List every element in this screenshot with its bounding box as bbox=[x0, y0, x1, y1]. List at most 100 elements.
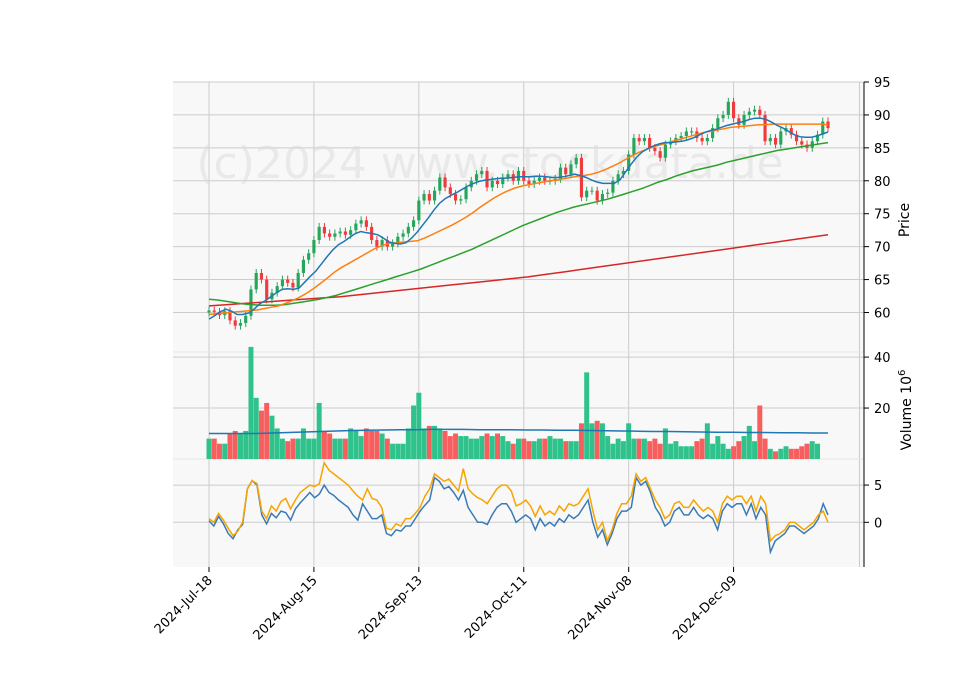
volume-bar bbox=[773, 451, 779, 459]
candle-body bbox=[516, 170, 521, 181]
candle-body bbox=[459, 199, 463, 201]
volume-bar bbox=[610, 443, 616, 459]
candle-body bbox=[621, 170, 625, 175]
candle-body bbox=[637, 137, 641, 142]
candle-body bbox=[228, 311, 232, 321]
volume-bar bbox=[279, 438, 285, 459]
volume-bar bbox=[274, 428, 280, 459]
candle-body bbox=[244, 315, 248, 324]
volume-bar bbox=[416, 392, 422, 459]
price-panel-bg bbox=[173, 82, 864, 352]
volume-bar bbox=[264, 402, 270, 459]
candle-body bbox=[207, 310, 211, 313]
volume-bar bbox=[704, 423, 710, 459]
volume-bar bbox=[778, 448, 784, 459]
candle-body bbox=[364, 220, 368, 227]
volume-bars bbox=[206, 346, 821, 459]
candle-body bbox=[406, 226, 410, 234]
candle-body bbox=[338, 231, 342, 234]
candle-body bbox=[737, 118, 741, 125]
volume-bar bbox=[662, 428, 668, 459]
candle-body bbox=[726, 101, 730, 115]
volume-bar bbox=[804, 443, 810, 459]
candle-body bbox=[585, 190, 589, 198]
candle-body bbox=[312, 240, 316, 254]
candle-body bbox=[254, 272, 258, 290]
volume-bar bbox=[736, 441, 742, 459]
candle-body bbox=[642, 137, 646, 142]
volume-tick-label: 20 bbox=[874, 402, 891, 417]
candle-body bbox=[732, 101, 736, 119]
candle-body bbox=[301, 259, 305, 273]
volume-bar bbox=[689, 446, 695, 459]
x-tick-label: 2024-Jul-18 bbox=[152, 573, 216, 637]
volume-bar bbox=[495, 433, 501, 459]
volume-ma-line bbox=[209, 428, 828, 435]
volume-bar bbox=[374, 430, 380, 459]
price-tick-label: 75 bbox=[874, 208, 891, 223]
volume-bar bbox=[794, 448, 800, 459]
volume-bar bbox=[384, 438, 390, 459]
candle-body bbox=[558, 167, 563, 179]
volume-bar bbox=[489, 436, 495, 459]
price-tick-label: 85 bbox=[874, 142, 891, 157]
volume-bar bbox=[269, 415, 275, 459]
candle-body bbox=[616, 174, 620, 181]
candle-body bbox=[794, 134, 799, 142]
volume-bar bbox=[710, 443, 716, 459]
candle-body bbox=[286, 279, 290, 283]
volume-bar bbox=[447, 436, 453, 459]
candle-body bbox=[280, 279, 285, 287]
price-tick-label: 80 bbox=[874, 175, 891, 190]
candle-body bbox=[233, 320, 237, 326]
volume-bar bbox=[484, 433, 490, 459]
volume-bar bbox=[353, 430, 359, 459]
indicator-panel-bg bbox=[173, 459, 864, 567]
price-axis-label: Price bbox=[897, 203, 913, 237]
volume-bar bbox=[526, 441, 532, 459]
volume-bar bbox=[327, 433, 333, 459]
candle-body bbox=[653, 147, 657, 152]
x-tick-label: 2024-Oct-11 bbox=[462, 573, 530, 641]
candle-body bbox=[789, 128, 793, 135]
candle-body bbox=[606, 192, 610, 194]
volume-bar bbox=[673, 441, 679, 459]
volume-bar bbox=[788, 448, 794, 459]
volume-bar bbox=[437, 428, 443, 459]
candle-body bbox=[564, 167, 568, 175]
volume-bar bbox=[474, 438, 480, 459]
candle-body bbox=[238, 323, 243, 326]
volume-bar bbox=[521, 438, 527, 459]
volume-bar bbox=[668, 443, 674, 459]
candle-body bbox=[700, 137, 704, 142]
volume-bar bbox=[599, 423, 605, 459]
candle-body bbox=[569, 164, 573, 175]
volume-bar bbox=[411, 405, 417, 459]
volume-bar bbox=[573, 441, 579, 459]
x-tick-label: 2024-Dec-09 bbox=[670, 573, 740, 643]
volume-bar bbox=[678, 446, 684, 459]
volume-bar bbox=[741, 436, 747, 459]
candle-body bbox=[747, 111, 751, 115]
indicator-tick-label: 0 bbox=[874, 516, 882, 531]
candle-body bbox=[438, 177, 442, 191]
sma20-line bbox=[208, 123, 829, 316]
volume-bar bbox=[243, 430, 249, 459]
volume-bar bbox=[815, 443, 821, 459]
candle-body bbox=[443, 177, 447, 188]
candle-body bbox=[474, 174, 479, 181]
volume-bar bbox=[626, 423, 632, 459]
candle-body bbox=[679, 136, 683, 138]
volume-bar bbox=[752, 441, 758, 459]
volume-bar bbox=[620, 441, 626, 459]
candles bbox=[207, 97, 830, 330]
volume-bar bbox=[379, 433, 385, 459]
volume-bar bbox=[348, 428, 354, 459]
candle-body bbox=[716, 118, 720, 129]
volume-bar bbox=[505, 441, 511, 459]
candle-body bbox=[506, 174, 510, 178]
candle-body bbox=[758, 109, 762, 115]
volume-bar bbox=[285, 441, 291, 459]
volume-bar bbox=[337, 438, 343, 459]
